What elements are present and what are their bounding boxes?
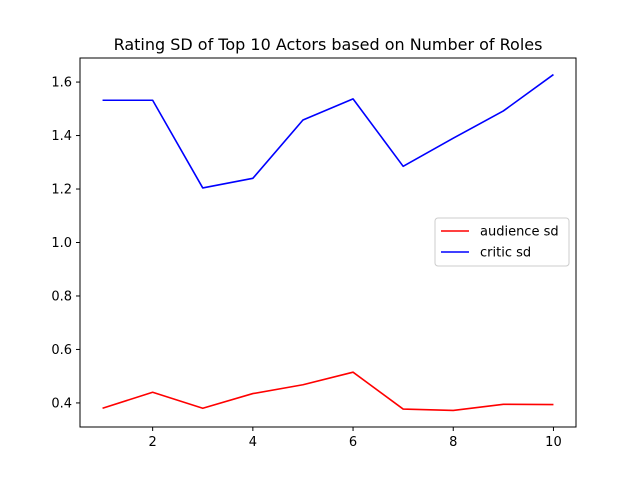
plot-area <box>102 73 554 412</box>
x-tick-label: 4 <box>249 435 257 450</box>
axes: 2 4 6 8 10 0.4 0.6 0.8 1.0 1.2 1.4 1.6 <box>51 57 577 450</box>
y-tick-label: 0.6 <box>51 343 72 358</box>
x-tick-label: 2 <box>149 435 157 450</box>
legend-label-1: critic sd <box>480 246 531 261</box>
x-tick-label: 10 <box>545 435 562 450</box>
y-tick-label: 1.2 <box>51 183 72 198</box>
x-tick-label: 6 <box>349 435 357 450</box>
chart-title: Rating SD of Top 10 Actors based on Numb… <box>114 35 543 54</box>
y-tick-label: 1.6 <box>51 76 72 91</box>
legend: audience sd critic sd <box>434 217 570 267</box>
x-tick-label: 8 <box>449 435 457 450</box>
series-line-1 <box>102 73 554 189</box>
y-tick-label: 1.0 <box>51 236 72 251</box>
legend-label-0: audience sd <box>480 225 559 240</box>
legend-box <box>434 217 570 267</box>
y-tick-label: 0.4 <box>51 396 72 411</box>
series-line-0 <box>102 371 554 412</box>
y-tick-label: 1.4 <box>51 129 72 144</box>
y-tick-label: 0.8 <box>51 289 72 304</box>
